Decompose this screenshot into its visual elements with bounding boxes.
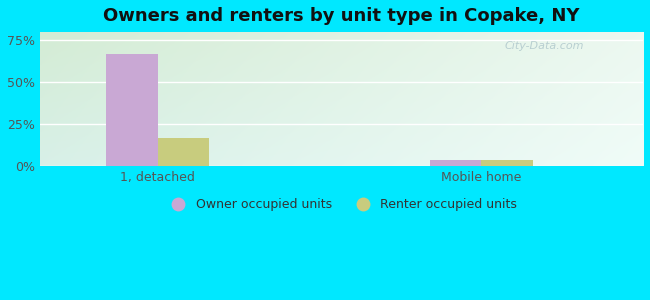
Title: Owners and renters by unit type in Copake, NY: Owners and renters by unit type in Copak… bbox=[103, 7, 580, 25]
Text: City-Data.com: City-Data.com bbox=[504, 41, 584, 52]
Bar bbox=[157, 138, 209, 166]
Bar bbox=[106, 54, 157, 166]
Legend: Owner occupied units, Renter occupied units: Owner occupied units, Renter occupied un… bbox=[161, 194, 523, 216]
Bar bbox=[430, 160, 481, 166]
Bar bbox=[481, 160, 533, 166]
